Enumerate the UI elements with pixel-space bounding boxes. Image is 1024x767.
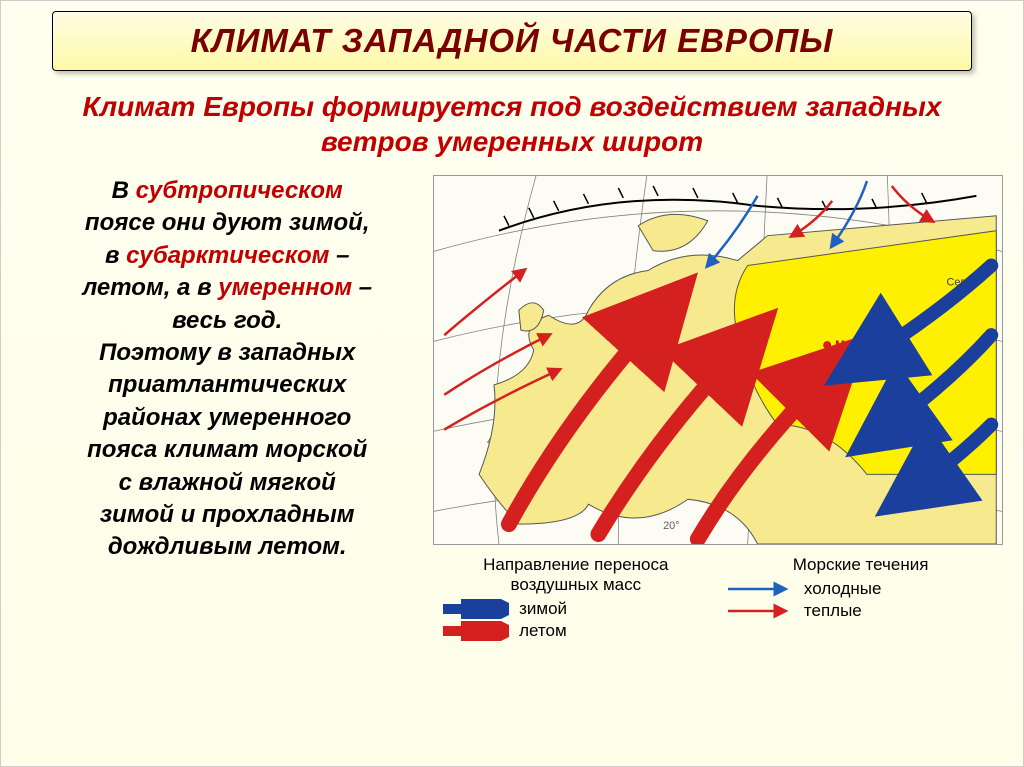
legend-warm-row: теплые xyxy=(724,601,997,621)
t: летом, а в xyxy=(82,274,218,301)
legend-cold-label: холодные xyxy=(804,579,882,599)
t: – xyxy=(329,242,349,269)
legend-air: Направление переноса воздушных масс зимо… xyxy=(439,555,712,643)
t: В xyxy=(112,177,136,204)
body-text: В субтропическом поясе они дуют зимой, в… xyxy=(21,175,433,564)
climate-map: 40° 0° 20° xyxy=(433,175,1003,545)
map-area: 40° 0° 20° xyxy=(433,175,1003,643)
slide-title-box: КЛИМАТ ЗАПАДНОЙ ЧАСТИ ЕВРОПЫ xyxy=(52,11,972,71)
legend-summer-label: летом xyxy=(519,621,567,641)
svg-text:20°: 20° xyxy=(664,520,681,532)
legend-winter-label: зимой xyxy=(519,599,567,619)
content-row: В субтропическом поясе они дуют зимой, в… xyxy=(1,175,1023,643)
cold-arrow-icon xyxy=(724,579,794,599)
t: в xyxy=(105,242,126,269)
t: пояса климат морской xyxy=(87,436,367,463)
legend-air-title: Направление переноса воздушных масс xyxy=(439,555,712,595)
legend-currents-title: Морские течения xyxy=(724,555,997,575)
legend-warm-label: теплые xyxy=(804,601,862,621)
t: Поэтому в западных xyxy=(99,339,355,366)
t: поясе они дуют зимой, xyxy=(85,209,370,236)
t: – xyxy=(352,274,372,301)
warm-arrow-icon xyxy=(724,601,794,621)
t-emph: субтропическом xyxy=(136,177,343,204)
map-svg: 40° 0° 20° xyxy=(434,176,1002,544)
legend-summer-row: летом xyxy=(439,621,712,641)
map-legend: Направление переноса воздушных масс зимо… xyxy=(433,555,1003,643)
city-moscow-dot xyxy=(824,341,832,349)
legend-currents: Морские течения холодные теплые xyxy=(724,555,997,643)
t: приатлантических xyxy=(108,371,346,398)
t: районах умеренного xyxy=(103,404,351,431)
t: с влажной мягкой xyxy=(119,469,336,496)
legend-winter-row: зимой xyxy=(439,599,712,619)
t: дождливым летом. xyxy=(108,533,347,560)
winter-arrow-icon xyxy=(439,599,509,619)
slide-subtitle: Климат Европы формируется под воздействи… xyxy=(1,85,1023,175)
legend-cold-row: холодные xyxy=(724,579,997,599)
summer-arrow-icon xyxy=(439,621,509,641)
t-emph: субарктическом xyxy=(126,242,329,269)
t-emph: умеренном xyxy=(218,274,352,301)
slide-title: КЛИМАТ ЗАПАДНОЙ ЧАСТИ ЕВРОПЫ xyxy=(67,22,957,60)
t: зимой и прохладным xyxy=(100,501,355,528)
t: весь год. xyxy=(172,307,282,334)
svg-text:Сев: Сев xyxy=(947,276,967,288)
